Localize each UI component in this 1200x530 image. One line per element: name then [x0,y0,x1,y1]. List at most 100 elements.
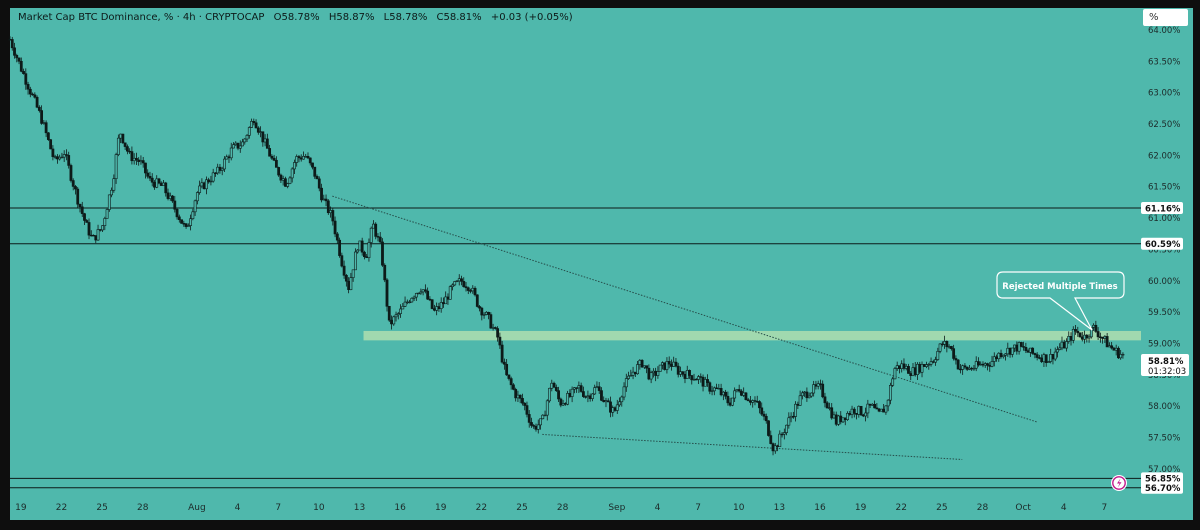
y-tick-label: 64.00% [1148,26,1180,36]
candle-body [473,287,477,296]
trendline[interactable] [542,433,963,461]
candle-body [916,363,919,375]
resistance-zone[interactable] [363,330,1141,341]
level-badge-text: 56.85% [1145,475,1181,485]
candle-body [945,341,949,348]
candle-body [814,384,818,387]
price-scale[interactable] [1141,8,1193,494]
x-tick-label: 19 [15,503,27,513]
candle-body [383,264,387,281]
legend-high: H58.87% [328,12,375,23]
candle-body [740,390,743,396]
candle-body [439,302,443,309]
candle-body [782,432,786,435]
symbol-legend: Market Cap BTC Dominance, % · 4h · CRYPT… [18,12,579,23]
candle-body [153,181,156,188]
x-tick-label: 4 [655,503,661,513]
candle-body [1031,347,1035,354]
y-tick-label: 63.00% [1148,89,1180,99]
candle-body [175,208,179,218]
candle-body [1103,336,1107,339]
candle-body [338,239,341,256]
candle-body [205,179,208,190]
candle-body [889,385,892,401]
candle-body [1006,347,1010,355]
candle-body [855,413,858,415]
candle-body [509,378,513,386]
candle-body [281,178,285,181]
candle-body [1083,334,1086,340]
candle-body [162,182,165,186]
candle-body [997,352,1001,360]
candle-body [780,433,784,436]
candle-body [1065,341,1068,349]
candle-body [394,314,398,318]
candle-body [132,157,136,162]
candle-body [701,376,705,387]
scale-unit-button[interactable]: % [1143,9,1188,26]
candle-body [633,371,637,375]
candle-body [769,435,773,444]
candle-body [28,88,32,95]
candle-body [365,256,369,259]
candle-body [351,269,355,278]
candle-body [548,387,551,402]
candle-body [457,278,461,282]
candle-body [911,367,915,376]
candle-body [286,183,290,187]
candle-body [24,73,28,85]
chart-pane[interactable] [10,8,1141,494]
candle-body [744,392,748,400]
candle-body [602,400,606,403]
time-scale[interactable] [10,494,1193,520]
candle-body [211,172,215,182]
candle-body [92,234,95,237]
candle-body [144,162,147,174]
candle-body [541,414,545,420]
candle-body [123,142,127,147]
candle-body [347,280,351,290]
candle-body [1035,354,1039,358]
candle-body [570,388,574,397]
candle-body [516,394,520,399]
x-tick-label: 22 [476,503,487,513]
candle-body [1105,336,1109,348]
candle-body [223,158,226,170]
candle-body [297,156,301,159]
candle-body [421,289,425,293]
candle-body [1078,332,1082,338]
candle-body [107,194,111,210]
candle-body [279,174,283,181]
candle-body [130,151,134,162]
candle-body [150,177,154,183]
drawing-tool-icon[interactable] [1111,475,1127,491]
candle-body [435,306,439,311]
level-badge [1141,202,1183,215]
candle-body [882,408,886,413]
candle-body [1017,342,1021,352]
level-badge-text: 61.16% [1145,204,1181,214]
candle-body [324,198,328,202]
candle-body [1042,354,1046,363]
candle-body [992,356,996,362]
candle-body [726,395,730,404]
x-tick-label: 22 [56,503,67,513]
legend-close: C58.81% [436,12,482,23]
candle-body [572,387,576,390]
annotation-callout[interactable] [996,271,1125,331]
y-tick-label: 60.50% [1148,245,1180,255]
candle-body [606,400,610,403]
candle-body [367,242,371,259]
y-tick-label: 57.50% [1148,434,1180,444]
candle-body [1092,324,1095,328]
candle-body [850,408,854,415]
candle-body [846,413,849,420]
trendline[interactable] [332,195,1037,423]
candle-body [658,364,662,372]
candle-body [193,200,197,213]
candle-body [69,165,73,181]
y-tick-label: 57.00% [1148,465,1180,475]
candle-body [812,384,816,394]
level-badge [1141,237,1183,250]
candle-body [1107,345,1111,348]
